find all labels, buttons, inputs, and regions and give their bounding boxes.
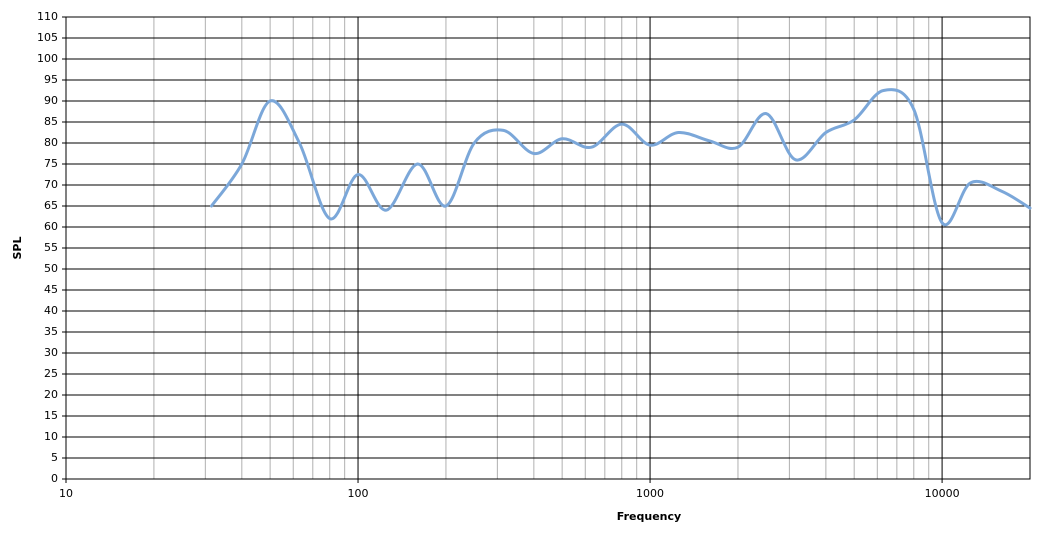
y-tick-label: 80 [44,136,58,149]
x-tick-label: 10 [59,487,73,500]
y-tick-label: 5 [51,451,58,464]
y-tick-label: 105 [37,31,58,44]
data-line [210,88,1032,227]
y-tick-label: 95 [44,73,58,86]
x-axis-title: Frequency [617,510,681,523]
y-tick-label: 90 [44,94,58,107]
y-tick-label: 0 [51,472,58,485]
y-tick-label: 15 [44,409,58,422]
y-tick-label: 110 [37,10,58,23]
y-tick-label: 50 [44,262,58,275]
y-tick-label: 75 [44,157,58,170]
y-axis-title: SPL [11,237,24,260]
y-tick-label: 35 [44,325,58,338]
x-tick-label: 1000 [636,487,664,500]
y-tick-label: 40 [44,304,58,317]
y-tick-label: 10 [44,430,58,443]
y-tick-label: 85 [44,115,58,128]
y-tick-label: 70 [44,178,58,191]
y-tick-label: 55 [44,241,58,254]
y-tick-label: 30 [44,346,58,359]
y-tick-label: 45 [44,283,58,296]
plot-frame [65,16,1031,480]
y-tick-label: 65 [44,199,58,212]
y-tick-label: 60 [44,220,58,233]
y-tick-label: 100 [37,52,58,65]
x-tick-label: 10000 [925,487,960,500]
y-tick-label: 25 [44,367,58,380]
y-tick-label: 20 [44,388,58,401]
x-tick-label: 100 [348,487,369,500]
